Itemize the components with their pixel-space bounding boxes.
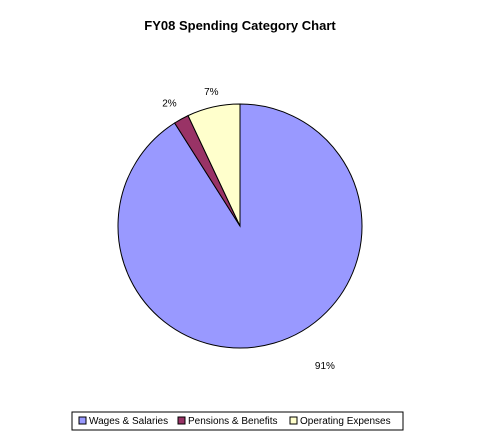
legend-swatch-pensions-benefits xyxy=(177,416,186,425)
legend-box xyxy=(71,411,404,431)
pie-label-pensions-benefits: 2% xyxy=(162,98,177,109)
pie-label-wages-salaries: 91% xyxy=(315,361,335,372)
legend: Wages & Salaries Pensions & Benefits Opera… xyxy=(71,411,404,431)
legend-label-operating-expenses: Operating Expenses xyxy=(300,416,391,427)
legend-label-pensions-benefits: Pensions & Benefits xyxy=(188,416,278,427)
legend-label-wages-salaries: Wages & Salaries xyxy=(89,416,168,427)
pie-slice-operating-expenses xyxy=(187,103,241,227)
legend-swatch-wages-salaries xyxy=(78,416,87,425)
legend-items: Wages & Salaries Pensions & Benefits Opera… xyxy=(78,416,391,427)
legend-swatch-operating-expenses xyxy=(289,416,298,425)
chart-title: FY08 Spending Category Chart xyxy=(144,18,336,33)
pie-label-operating-expenses: 7% xyxy=(204,87,219,98)
pie-percent-labels: 91% 2% 7% xyxy=(162,87,335,372)
pie-slices xyxy=(117,103,363,349)
